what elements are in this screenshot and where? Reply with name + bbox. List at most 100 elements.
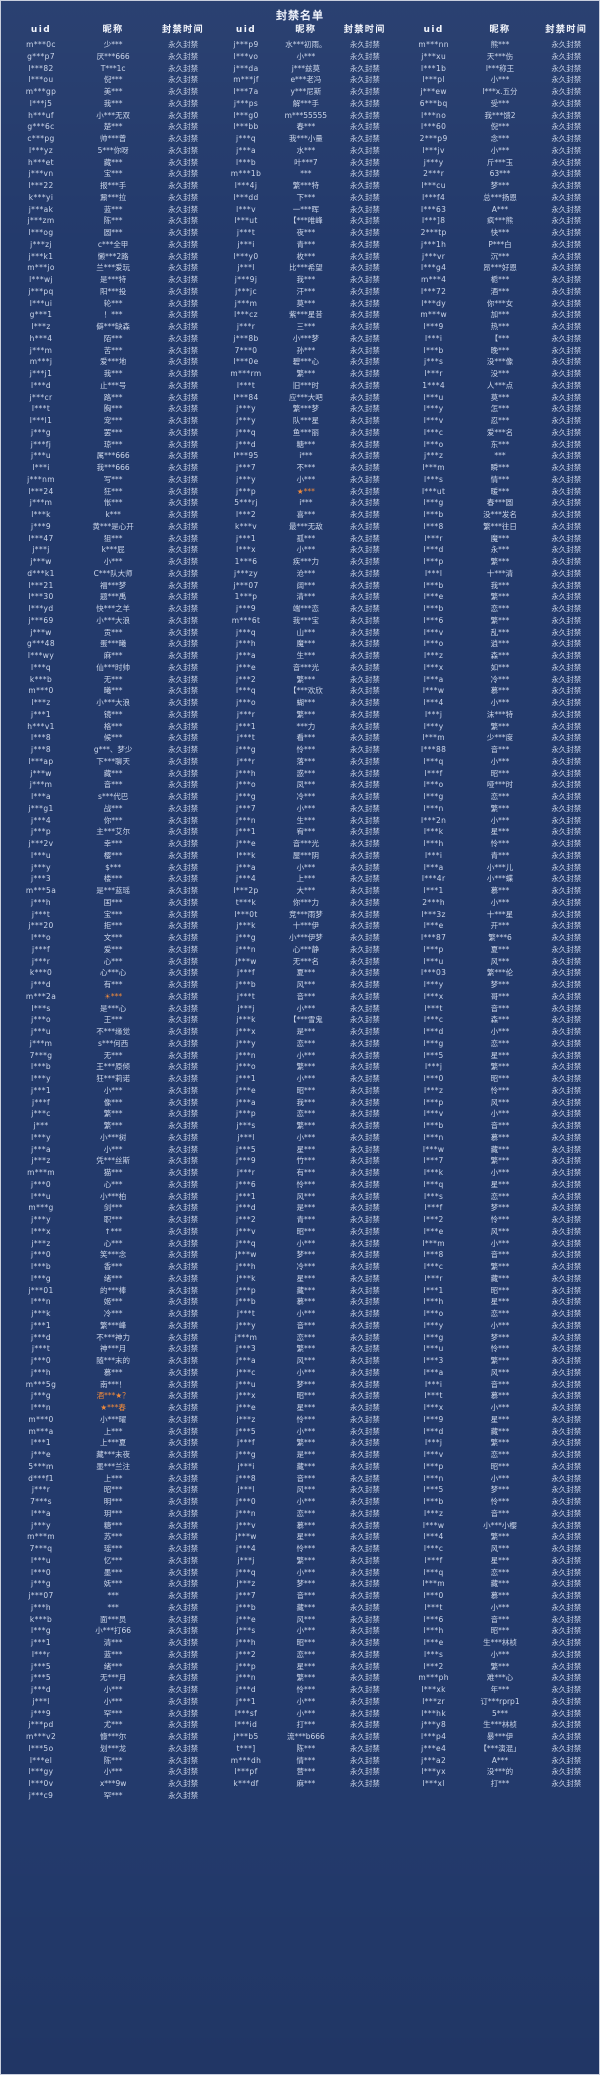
table-row: j***g 怜*** 永久封禁 bbox=[217, 744, 393, 756]
cell-duration: 永久封禁 bbox=[551, 1379, 582, 1389]
cell-uid: j***x bbox=[236, 1027, 256, 1036]
cell-uid: 5***m bbox=[28, 1461, 54, 1471]
table-row: j***1 镜*** 永久封禁 bbox=[5, 709, 217, 721]
cell-duration: 永久封禁 bbox=[168, 1391, 199, 1401]
cell-uid: j***7 bbox=[235, 463, 257, 472]
cell-nickname: 春***圆 bbox=[486, 498, 514, 508]
cell-nickname: 小*** bbox=[296, 474, 316, 484]
cell-duration: 永久封禁 bbox=[349, 909, 380, 919]
cell-duration: 永久封禁 bbox=[551, 1461, 582, 1471]
cell-uid: l***n bbox=[30, 1297, 52, 1307]
table-row: j***g 妩*** 永久封禁 bbox=[5, 1578, 217, 1590]
cell-nickname: 不*** bbox=[296, 463, 316, 472]
cell-duration: 永久封禁 bbox=[551, 275, 582, 284]
cell-uid: j***p bbox=[235, 1109, 257, 1119]
cell-uid: j***s bbox=[424, 357, 444, 367]
cell-duration: 永久封禁 bbox=[551, 1309, 582, 1318]
cell-duration: 永久封禁 bbox=[349, 145, 380, 155]
page-title: 封禁名单 bbox=[276, 9, 324, 22]
table-row: l***]8 疯***熊 永久封禁 bbox=[401, 215, 599, 227]
cell-nickname: 面***员 bbox=[99, 1614, 127, 1624]
table-row: m***jo 兰***爱玩 永久封禁 bbox=[5, 262, 217, 274]
cell-uid: m***j bbox=[29, 357, 53, 367]
cell-duration: 永久封禁 bbox=[551, 1779, 582, 1788]
table-row: j***g 冷*** 永久封禁 bbox=[217, 791, 393, 803]
table-row: d***k1 C***队大师 永久封禁 bbox=[5, 568, 217, 580]
table-row: j***a2 A*** 永久封禁 bbox=[401, 1755, 599, 1767]
cell-nickname: 绪*** bbox=[103, 1273, 123, 1283]
cell-duration: 永久封禁 bbox=[168, 968, 199, 978]
cell-nickname: 繁***6 bbox=[488, 933, 512, 942]
cell-nickname: 小*** bbox=[296, 1626, 316, 1636]
cell-uid: h***4 bbox=[29, 333, 53, 343]
table-row: j***y 繁***梦 永久封禁 bbox=[217, 403, 393, 415]
table-row: j***e 昭*** 永久封禁 bbox=[217, 1085, 393, 1097]
table-row: j***7 不*** 永久封禁 bbox=[217, 462, 393, 474]
cell-duration: 永久封禁 bbox=[168, 510, 199, 519]
cell-uid: k***b bbox=[29, 1614, 53, 1624]
cell-uid: k***0 bbox=[29, 968, 53, 978]
cell-uid: j***3 bbox=[30, 874, 52, 884]
cell-nickname: 哥*** bbox=[490, 991, 510, 1001]
cell-uid: j***e bbox=[236, 1403, 257, 1412]
table-row: j***q 小*** 永久封禁 bbox=[217, 1238, 393, 1250]
cell-duration: 永久封禁 bbox=[349, 204, 380, 214]
cell-uid: l***63 bbox=[421, 204, 447, 214]
cell-uid: l***yx bbox=[421, 1767, 446, 1777]
cell-uid: l***5o bbox=[28, 1743, 54, 1753]
cell-duration: 永久封禁 bbox=[168, 862, 199, 872]
cell-uid: j***p bbox=[235, 1285, 257, 1295]
table-row: m***w 加*** 永久封禁 bbox=[401, 309, 599, 321]
cell-uid: l***zr bbox=[422, 1696, 446, 1706]
table-row: j***z 心*** 永久封禁 bbox=[5, 1238, 217, 1250]
table-row: l***g 春***圆 永久封禁 bbox=[401, 497, 599, 509]
cell-duration: 永久封禁 bbox=[349, 1062, 380, 1072]
cell-uid: j***e bbox=[31, 1450, 52, 1459]
cell-duration: 永久封禁 bbox=[349, 1473, 380, 1483]
cell-duration: 永久封禁 bbox=[551, 1661, 582, 1671]
cell-nickname: 小***小樱 bbox=[483, 1520, 517, 1530]
cell-uid: l***b bbox=[423, 604, 444, 613]
cell-uid: l***r bbox=[424, 369, 443, 378]
cell-nickname: 大*** bbox=[296, 886, 316, 895]
cell-uid: j***pd bbox=[28, 1720, 54, 1730]
cell-nickname: 慕*** bbox=[490, 1391, 510, 1401]
cell-nickname: 宝*** bbox=[103, 169, 123, 179]
cell-nickname: 莫*** bbox=[296, 298, 316, 308]
cell-uid: m***a bbox=[28, 1426, 54, 1436]
cell-uid: l***yz bbox=[28, 145, 54, 155]
cell-uid: j***g bbox=[235, 745, 257, 754]
table-row: l***j 沫***特 永久封禁 bbox=[401, 709, 599, 721]
cell-nickname: 天***伤 bbox=[486, 51, 514, 61]
cell-nickname: 无***名 bbox=[292, 956, 319, 966]
cell-uid: l***b bbox=[423, 1497, 444, 1506]
cell-nickname: 星*** bbox=[490, 1297, 510, 1307]
cell-uid: j***q bbox=[235, 1567, 257, 1577]
cell-nickname: 凤*** bbox=[296, 780, 316, 790]
cell-nickname: 枚*** bbox=[296, 251, 316, 261]
cell-uid: j***o bbox=[236, 1062, 256, 1072]
cell-duration: 永久封禁 bbox=[349, 839, 380, 848]
cell-uid: l***a bbox=[423, 862, 444, 872]
cell-uid: l***p bbox=[423, 944, 444, 954]
cell-nickname: 繁*** bbox=[296, 709, 316, 719]
cell-uid: j***7 bbox=[235, 1591, 257, 1600]
cell-duration: 永久封禁 bbox=[551, 439, 582, 449]
cell-uid: l***72 bbox=[421, 286, 447, 296]
cell-uid: j***8 bbox=[235, 1473, 257, 1483]
table-row: l***r 蓝*** 永久封禁 bbox=[5, 1649, 217, 1661]
cell-uid: m***jo bbox=[27, 263, 55, 273]
table-row: j***b 藏*** 永久封禁 bbox=[217, 1602, 393, 1614]
cell-duration: 永久封禁 bbox=[551, 192, 582, 202]
cell-nickname: 音*** bbox=[490, 1121, 510, 1130]
cell-nickname: ★*** bbox=[275, 486, 337, 498]
table-row: m***5a 是***蓝瑶 永久封禁 bbox=[5, 885, 217, 897]
cell-duration: 永久封禁 bbox=[349, 1191, 380, 1201]
table-row: l***t 旧***时 永久封禁 bbox=[217, 380, 393, 392]
cell-nickname: 快***之羊 bbox=[96, 604, 130, 613]
cell-uid: l***sf bbox=[234, 1708, 258, 1718]
cell-nickname: 小*** bbox=[490, 1027, 510, 1036]
table-row: l***7a y***尼斯 永久封禁 bbox=[217, 86, 393, 98]
cell-uid: l***w bbox=[422, 1520, 445, 1530]
cell-uid: t***k bbox=[235, 897, 257, 907]
